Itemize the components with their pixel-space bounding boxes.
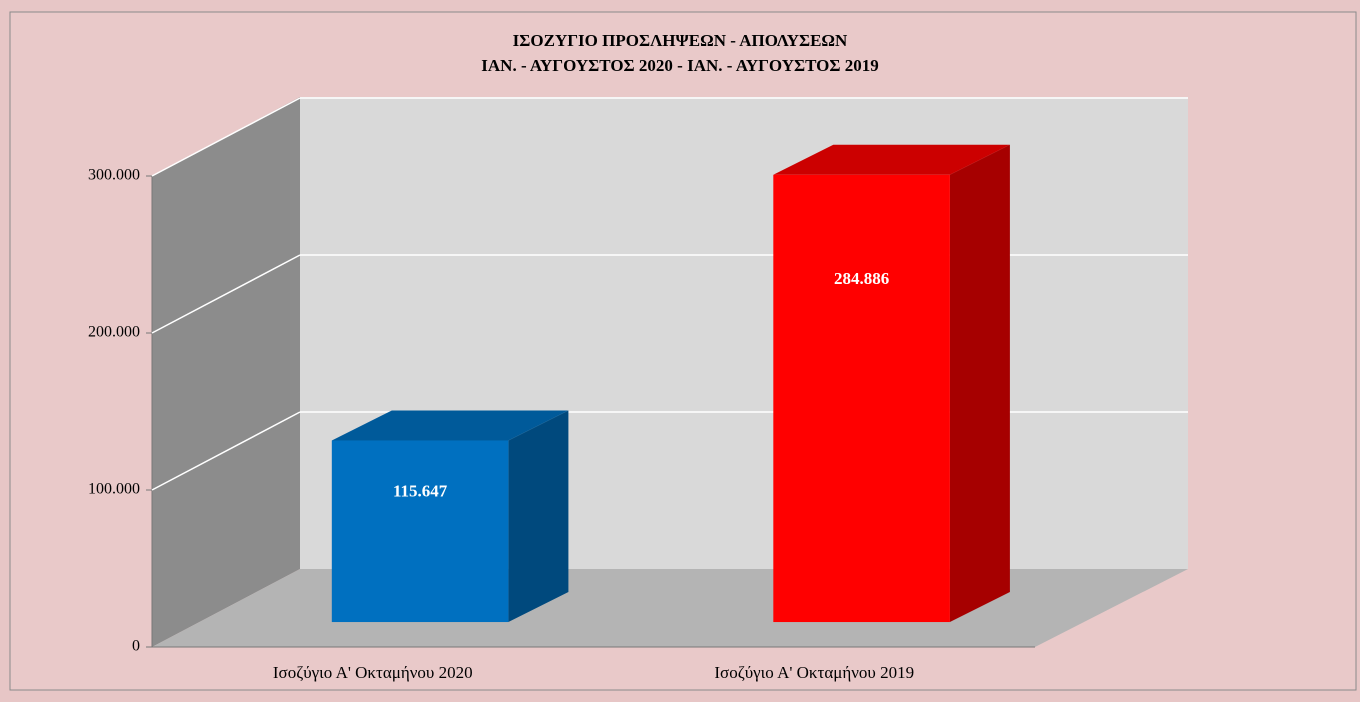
- bar-top: [773, 144, 1010, 175]
- grid-line: [151, 97, 301, 177]
- y-tick-label: 100.000: [88, 481, 140, 498]
- bar-side: [508, 410, 569, 623]
- walls: [151, 97, 1188, 648]
- y-tick-label: 0: [132, 638, 140, 655]
- x-tick-label: Ισοζύγιο Α' Οκταμήνου 2020: [273, 663, 473, 682]
- bar: [773, 174, 950, 623]
- y-tick-label: 200.000: [88, 324, 140, 341]
- data-label: 115.647: [393, 482, 448, 501]
- bar-top: [331, 410, 569, 441]
- x-tick-label: Ισοζύγιο Α' Οκταμήνου 2019: [714, 663, 914, 682]
- chart-subtitle: ΙΑΝ. - ΑΥΓΟΥΣΤΟΣ 2020 - ΙΑΝ. - ΑΥΓΟΥΣΤΟΣ…: [481, 56, 878, 75]
- bar: [331, 440, 509, 623]
- grid-line: [151, 254, 301, 334]
- y-tick-label: 300.000: [88, 167, 140, 184]
- chart-title: ΙΣΟΖΥΓΙΟ ΠΡΟΣΛΗΨΕΩΝ - ΑΠΟΛΥΣΕΩΝ: [513, 31, 848, 50]
- floor: [152, 569, 1188, 647]
- bar-side: [949, 144, 1010, 623]
- data-label: 284.886: [834, 269, 889, 288]
- grid-line: [151, 411, 301, 491]
- side-wall: [152, 97, 300, 647]
